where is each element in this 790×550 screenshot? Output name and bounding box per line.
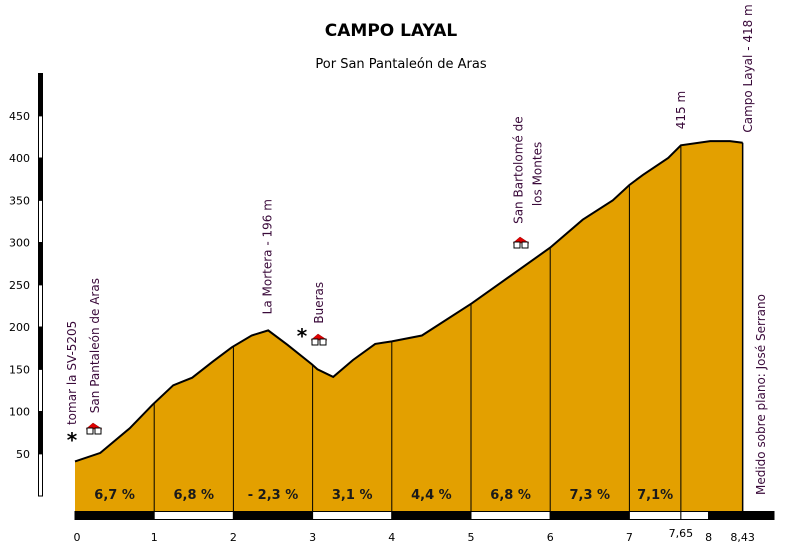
profile-fill xyxy=(75,141,743,511)
x-tick-label: 8,43 xyxy=(730,531,755,544)
chart-subtitle: Por San Pantaleón de Aras xyxy=(315,57,486,72)
distance-bar-segment xyxy=(232,511,314,520)
x-tick-label: 8 xyxy=(705,531,712,544)
y-axis-band xyxy=(38,73,43,117)
village-house xyxy=(319,338,327,346)
y-tick-label: 450 xyxy=(9,110,30,123)
distance-bar-segment xyxy=(153,511,234,520)
gradient-label: - 2,3 % xyxy=(248,488,299,503)
credit-text: Medido sobre plano: José Serrano xyxy=(754,294,768,495)
x-tick-label: 5 xyxy=(468,531,475,544)
gradient-label: 4,4 % xyxy=(411,488,452,503)
annotation-tomar: tomar la SV-5205 xyxy=(65,321,79,425)
y-axis-band xyxy=(38,368,43,412)
y-axis: 50 100 150 200 250 300 350 400 450 xyxy=(9,73,43,497)
annotation-la-mortera: La Mortera - 196 m xyxy=(260,199,274,314)
asterisk-icon: * xyxy=(67,428,78,452)
y-tick-label: 100 xyxy=(9,406,30,419)
y-tick-label: 400 xyxy=(9,152,30,165)
asterisk-icon: * xyxy=(297,324,308,348)
y-axis-band xyxy=(38,242,43,286)
distance-bar-segment xyxy=(470,511,551,520)
village-icon xyxy=(512,236,530,249)
gradient-segments: 6,7 % 6,8 % - 2,3 % 3,1 % 4,4 % 6,8 % 7,3 % 7,1… xyxy=(94,145,682,511)
profile-area xyxy=(74,140,744,511)
y-axis-band xyxy=(38,411,43,455)
x-tick-label: 2 xyxy=(230,531,237,544)
gradient-label: 6,8 % xyxy=(490,488,531,503)
x-tick-label: 0 xyxy=(74,531,81,544)
profile-line xyxy=(74,140,743,463)
y-tick-label: 350 xyxy=(9,194,30,207)
y-tick-label: 150 xyxy=(9,363,30,376)
annotation-san-pantaleon: San Pantaleón de Aras xyxy=(88,278,102,413)
village-house xyxy=(513,241,521,249)
x-tick-label: 4 xyxy=(388,531,395,544)
village-icon xyxy=(310,333,328,346)
annotation-pt-415: 415 m xyxy=(674,91,688,129)
x-tick-label: 7 xyxy=(626,531,633,544)
village-house xyxy=(521,241,529,249)
gradient-label: 6,7 % xyxy=(94,488,135,503)
gradient-label: 7,1% xyxy=(637,488,673,503)
chart-title: CAMPO LAYAL xyxy=(325,21,458,41)
y-tick-label: 200 xyxy=(9,321,30,334)
y-axis-band xyxy=(38,326,43,370)
village-icon xyxy=(85,422,103,435)
distance-bar: 0 1 2 3 4 5 6 7 7,65 8 8,43 xyxy=(74,511,775,544)
annotation-campo-layal: Campo Layal - 418 m xyxy=(741,4,755,132)
y-axis-band xyxy=(38,453,43,497)
distance-bar-segment xyxy=(312,511,393,520)
village-house xyxy=(86,427,94,435)
distance-bar-segment xyxy=(74,511,155,520)
x-tick-label: 1 xyxy=(151,531,158,544)
y-axis-band xyxy=(38,157,43,201)
village-house xyxy=(311,338,319,346)
y-axis-band xyxy=(38,284,43,328)
y-axis-band xyxy=(38,199,43,243)
village-house xyxy=(94,427,102,435)
annotation-san-bartolome-2: los Montes xyxy=(531,142,545,206)
y-axis-band xyxy=(38,115,43,159)
y-tick-label: 50 xyxy=(16,448,30,461)
annotation-san-bartolome-1: San Bartolomé de xyxy=(512,116,526,224)
gradient-label: 7,3 % xyxy=(570,488,611,503)
annotation-bueras: Bueras xyxy=(312,282,326,324)
distance-bar-segment xyxy=(391,511,472,520)
y-tick-label: 300 xyxy=(9,237,30,250)
distance-bar-segment xyxy=(708,511,775,520)
distance-bar-segment xyxy=(549,511,630,520)
annotations: tomar la SV-5205 San Pantaleón de Aras La … xyxy=(65,4,755,452)
distance-bar-segment xyxy=(628,511,682,520)
gradient-label: 3,1 % xyxy=(332,488,373,503)
gradient-label: 6,8 % xyxy=(174,488,215,503)
x-tick-label: 7,65 xyxy=(669,527,694,540)
distance-bar-segment xyxy=(680,511,710,520)
y-tick-label: 250 xyxy=(9,279,30,292)
x-tick-label: 3 xyxy=(309,531,316,544)
x-tick-label: 6 xyxy=(547,531,554,544)
